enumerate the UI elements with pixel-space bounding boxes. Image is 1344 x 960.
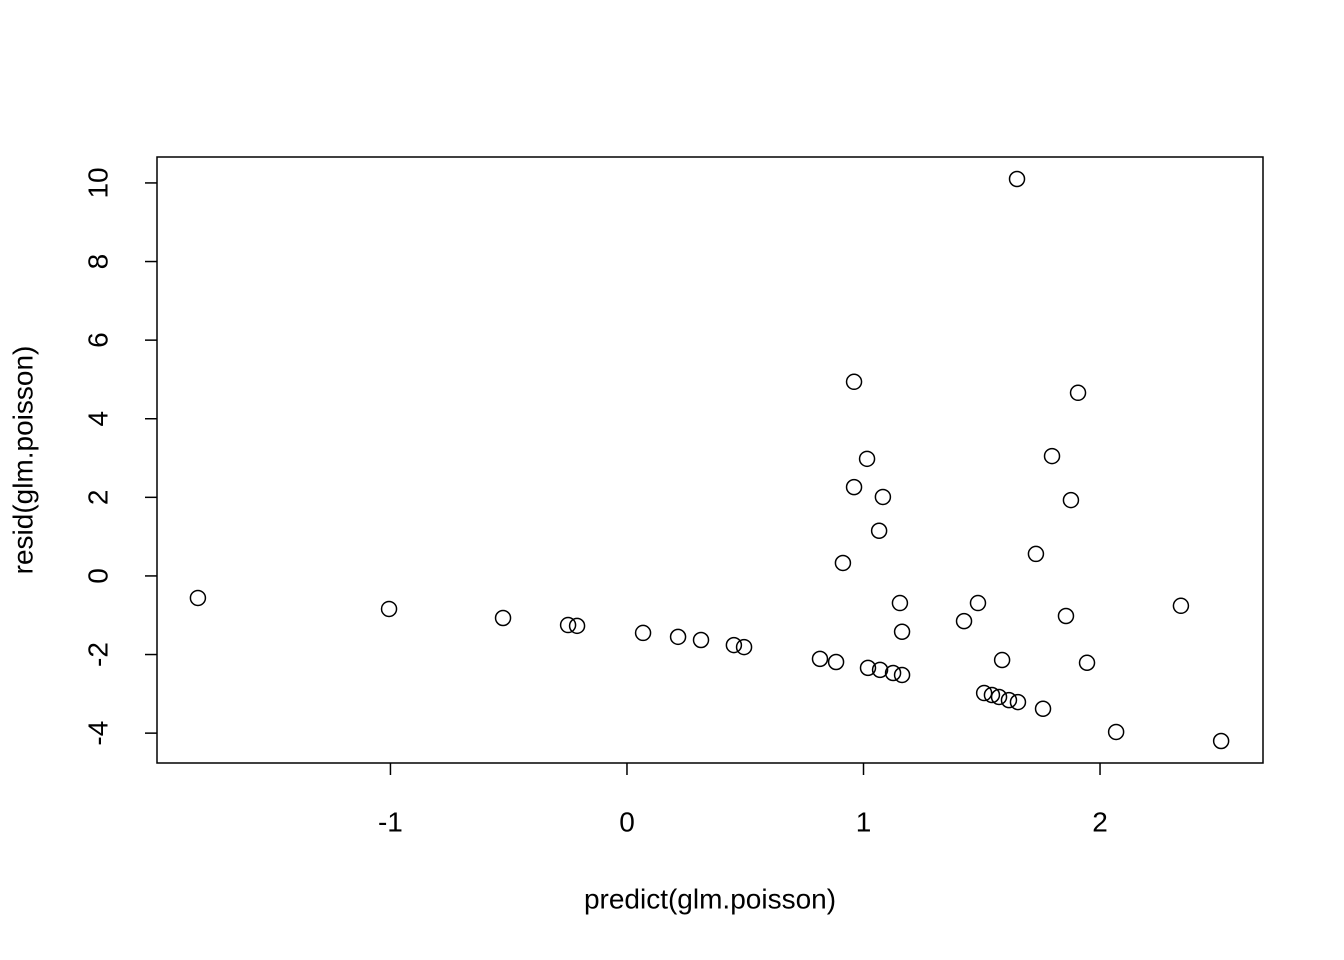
point bbox=[1078, 654, 1096, 672]
y-tick-label: 6 bbox=[82, 332, 113, 348]
x-tick-label: 1 bbox=[856, 806, 872, 837]
y-tick-label: 8 bbox=[82, 254, 113, 270]
point bbox=[884, 664, 902, 682]
y-tick-label: 10 bbox=[82, 167, 113, 198]
x-axis-label: predict(glm.poisson) bbox=[584, 883, 836, 914]
point bbox=[827, 653, 845, 671]
point bbox=[669, 628, 687, 646]
point bbox=[1034, 700, 1052, 718]
point bbox=[845, 373, 863, 391]
point bbox=[494, 609, 512, 627]
x-tick-label: 2 bbox=[1092, 806, 1108, 837]
point bbox=[975, 684, 993, 702]
y-tick-label: -2 bbox=[82, 642, 113, 667]
point bbox=[955, 612, 973, 630]
x-tick-label: -1 bbox=[378, 806, 403, 837]
plot-frame bbox=[156, 156, 1264, 764]
point bbox=[189, 589, 207, 607]
y-axis-label: resid(glm.poisson) bbox=[7, 346, 38, 575]
point bbox=[845, 478, 863, 496]
point bbox=[1212, 732, 1230, 750]
point bbox=[1043, 447, 1061, 465]
point bbox=[893, 623, 911, 640]
point bbox=[993, 651, 1011, 669]
point bbox=[870, 522, 888, 539]
point bbox=[871, 661, 889, 679]
point bbox=[891, 594, 909, 612]
point bbox=[568, 617, 586, 635]
point bbox=[969, 594, 987, 612]
point bbox=[811, 650, 829, 668]
point bbox=[1008, 170, 1026, 188]
point bbox=[874, 488, 892, 506]
point bbox=[380, 600, 398, 618]
point bbox=[1000, 691, 1018, 709]
y-tick-label: -4 bbox=[82, 721, 113, 746]
x-tick-label: 0 bbox=[619, 806, 635, 837]
point bbox=[1057, 607, 1075, 625]
point bbox=[735, 638, 753, 656]
point bbox=[1009, 693, 1027, 711]
y-tick-label: 4 bbox=[82, 411, 113, 427]
point bbox=[1069, 384, 1087, 402]
point bbox=[1107, 723, 1125, 741]
point bbox=[859, 659, 877, 677]
point bbox=[692, 631, 710, 649]
point bbox=[1172, 597, 1190, 615]
point bbox=[1027, 545, 1045, 563]
point bbox=[834, 554, 852, 572]
point bbox=[1062, 491, 1080, 509]
y-tick-label: 2 bbox=[82, 490, 113, 506]
point bbox=[983, 686, 1001, 704]
y-tick-label: 0 bbox=[82, 568, 113, 584]
point bbox=[858, 450, 876, 468]
point bbox=[559, 616, 577, 634]
point bbox=[893, 666, 911, 684]
point bbox=[634, 624, 652, 642]
point bbox=[990, 688, 1008, 706]
point bbox=[725, 636, 743, 654]
